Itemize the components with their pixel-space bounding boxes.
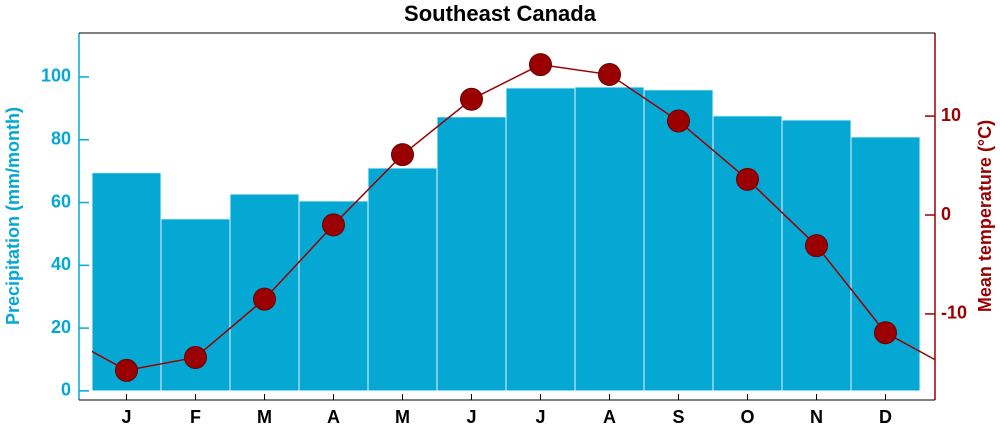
bar bbox=[850, 136, 921, 392]
temperature-marker bbox=[253, 287, 276, 311]
temperature-marker bbox=[667, 109, 690, 133]
y2-tick-label: 10 bbox=[941, 105, 961, 125]
temperature-marker bbox=[805, 234, 828, 258]
temperature-marker bbox=[115, 358, 138, 382]
temperature-marker bbox=[322, 213, 345, 237]
y2-tick-label: 0 bbox=[941, 204, 951, 224]
y2-axis-label: Mean temperature (°C) bbox=[975, 120, 995, 312]
bar bbox=[91, 172, 162, 392]
temperature-marker bbox=[736, 167, 759, 191]
x-tick-label: J bbox=[535, 407, 545, 427]
x-tick-label: A bbox=[327, 407, 340, 427]
x-tick-label: M bbox=[395, 407, 410, 427]
bar bbox=[436, 116, 507, 392]
bar bbox=[574, 86, 645, 392]
temperature-marker bbox=[874, 321, 897, 345]
bar bbox=[367, 167, 438, 392]
bar bbox=[505, 87, 576, 392]
y2-tick-label: -10 bbox=[941, 303, 967, 323]
temperature-marker bbox=[460, 87, 483, 111]
y-tick-label: 0 bbox=[61, 380, 71, 400]
line-wrap bbox=[92, 350, 127, 371]
temperature-line bbox=[126, 63, 887, 372]
x-tick-label: A bbox=[603, 407, 616, 427]
y-tick-label: 80 bbox=[51, 128, 71, 148]
x-tick-label: O bbox=[740, 407, 754, 427]
x-tick-label: S bbox=[672, 407, 684, 427]
bar bbox=[712, 115, 783, 392]
x-tick-label: D bbox=[879, 407, 892, 427]
x-tick-label: M bbox=[257, 407, 272, 427]
y-tick-label: 40 bbox=[51, 254, 71, 274]
temperature-marker bbox=[184, 345, 207, 369]
bar bbox=[643, 89, 714, 392]
y-tick-label: 20 bbox=[51, 317, 71, 337]
y-tick-label: 100 bbox=[41, 66, 71, 86]
y-axis-label: Precipitation (mm/month) bbox=[3, 107, 23, 325]
x-tick-label: J bbox=[466, 407, 476, 427]
x-tick-label: N bbox=[810, 407, 823, 427]
y-tick-label: 60 bbox=[51, 191, 71, 211]
temperature-marker bbox=[529, 53, 552, 77]
chart-title: Southeast Canada bbox=[404, 1, 597, 26]
line-wrap bbox=[885, 332, 935, 361]
plot-area bbox=[91, 63, 935, 392]
x-tick-label: F bbox=[190, 407, 201, 427]
x-tick-label: J bbox=[121, 407, 131, 427]
temperature-marker bbox=[598, 63, 621, 87]
temperature-marker bbox=[391, 143, 414, 167]
